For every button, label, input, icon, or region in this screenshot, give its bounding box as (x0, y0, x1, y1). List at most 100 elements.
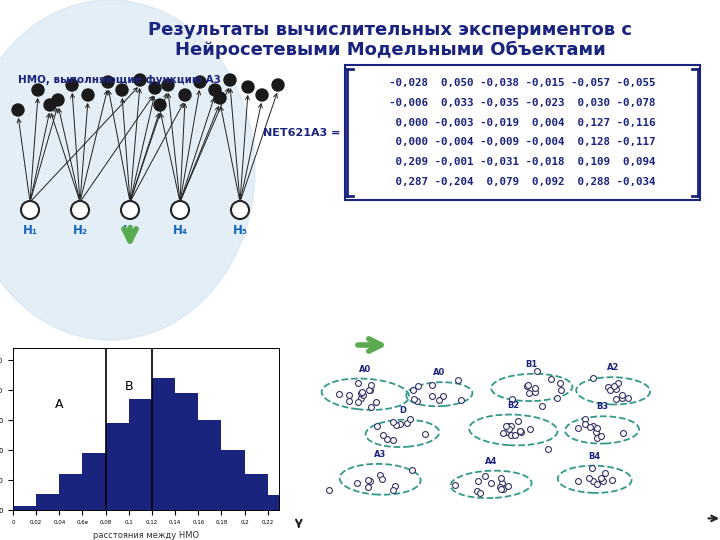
Point (437, 392, 449, 400)
Point (531, 367, 543, 375)
Point (472, 487, 483, 496)
Circle shape (224, 74, 236, 86)
Circle shape (32, 84, 44, 96)
Point (516, 427, 527, 436)
Point (449, 481, 461, 490)
Point (521, 381, 533, 390)
Point (552, 393, 563, 402)
Point (401, 418, 413, 427)
Point (404, 414, 415, 423)
Point (579, 415, 590, 424)
Point (572, 423, 584, 432)
Point (372, 421, 383, 430)
Circle shape (134, 74, 146, 86)
Circle shape (44, 99, 56, 111)
Point (500, 427, 512, 436)
Point (333, 390, 345, 399)
Point (407, 465, 418, 474)
Point (606, 476, 618, 484)
Bar (36, 494, 59, 510)
Bar (106, 423, 129, 510)
Circle shape (154, 99, 166, 111)
Point (456, 395, 467, 404)
Point (583, 474, 595, 482)
Bar (245, 474, 268, 510)
Point (408, 394, 420, 403)
Point (453, 376, 464, 384)
Bar (152, 379, 175, 510)
Point (586, 464, 598, 472)
Point (502, 482, 513, 490)
Point (352, 379, 364, 388)
Text: H₂: H₂ (73, 224, 88, 237)
Text: A2: A2 (607, 363, 619, 372)
Point (480, 471, 491, 480)
Point (529, 383, 541, 392)
Circle shape (214, 92, 226, 104)
Bar (13, 505, 36, 510)
Point (595, 474, 607, 482)
Point (542, 445, 554, 454)
Point (495, 474, 506, 482)
Point (611, 384, 622, 393)
Text: Результаты вычислительных экспериментов с: Результаты вычислительных экспериментов … (148, 21, 632, 39)
Point (525, 425, 536, 434)
Point (472, 477, 484, 485)
Circle shape (82, 89, 94, 101)
Bar (268, 495, 291, 510)
Point (509, 431, 521, 440)
Point (600, 469, 611, 477)
Text: A3: A3 (374, 450, 387, 459)
Circle shape (231, 201, 249, 219)
Point (495, 484, 507, 493)
Text: B4: B4 (588, 451, 600, 461)
Circle shape (71, 201, 89, 219)
Text: НМО, выполняющие функцию А3: НМО, выполняющие функцию А3 (18, 75, 221, 85)
Text: NET621A3 =: NET621A3 = (263, 127, 340, 138)
Text: B: B (125, 380, 133, 393)
Point (365, 402, 377, 411)
Circle shape (21, 201, 39, 219)
Circle shape (162, 79, 174, 91)
Point (500, 421, 512, 430)
Point (617, 429, 629, 437)
Point (355, 394, 366, 402)
Point (390, 482, 401, 490)
Point (595, 432, 607, 441)
Bar (59, 474, 83, 510)
Text: H₃: H₃ (122, 224, 138, 237)
Text: Нейросетевыми Модельными Объектами: Нейросетевыми Модельными Объектами (175, 41, 606, 59)
Point (610, 395, 621, 403)
Circle shape (171, 201, 189, 219)
Point (494, 483, 505, 491)
Point (426, 392, 438, 400)
Point (622, 394, 634, 402)
Circle shape (66, 79, 78, 91)
Point (381, 435, 392, 443)
Point (616, 394, 628, 402)
Point (555, 386, 567, 394)
Text: 0,287 -0,204  0,079  0,092  0,288 -0,034: 0,287 -0,204 0,079 0,092 0,288 -0,034 (390, 177, 656, 187)
Point (355, 389, 366, 398)
Point (343, 390, 355, 399)
Text: H₅: H₅ (233, 224, 248, 237)
Circle shape (179, 89, 191, 101)
Point (554, 379, 566, 388)
Point (362, 475, 374, 484)
Point (579, 420, 590, 428)
Circle shape (194, 76, 206, 88)
Point (357, 391, 369, 400)
Point (323, 485, 335, 494)
Point (502, 422, 513, 431)
Point (433, 395, 445, 404)
Point (387, 485, 399, 494)
Text: H₄: H₄ (172, 224, 188, 237)
Point (587, 477, 598, 485)
Circle shape (116, 84, 128, 96)
Point (363, 385, 374, 394)
Point (474, 489, 485, 497)
X-axis label: расстояния между НМО: расстояния между НМО (93, 531, 199, 539)
Point (377, 430, 389, 439)
Text: 0,000 -0,003 -0,019  0,004  0,127 -0,116: 0,000 -0,003 -0,019 0,004 0,127 -0,116 (390, 118, 656, 127)
Point (366, 380, 377, 389)
